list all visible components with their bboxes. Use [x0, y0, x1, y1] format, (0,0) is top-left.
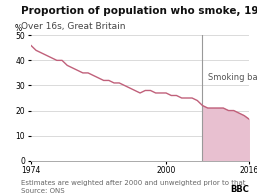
Text: Over 16s, Great Britain: Over 16s, Great Britain — [21, 22, 125, 31]
Text: Smoking ban, 2007: Smoking ban, 2007 — [208, 74, 257, 83]
Text: Estimates are weighted after 2000 and unweighted prior to that: Estimates are weighted after 2000 and un… — [21, 180, 245, 186]
Text: BBC: BBC — [231, 185, 249, 194]
Text: Source: ONS: Source: ONS — [21, 188, 64, 194]
Y-axis label: %: % — [14, 24, 21, 33]
Text: Proportion of population who smoke, 1974–2016: Proportion of population who smoke, 1974… — [21, 6, 257, 16]
